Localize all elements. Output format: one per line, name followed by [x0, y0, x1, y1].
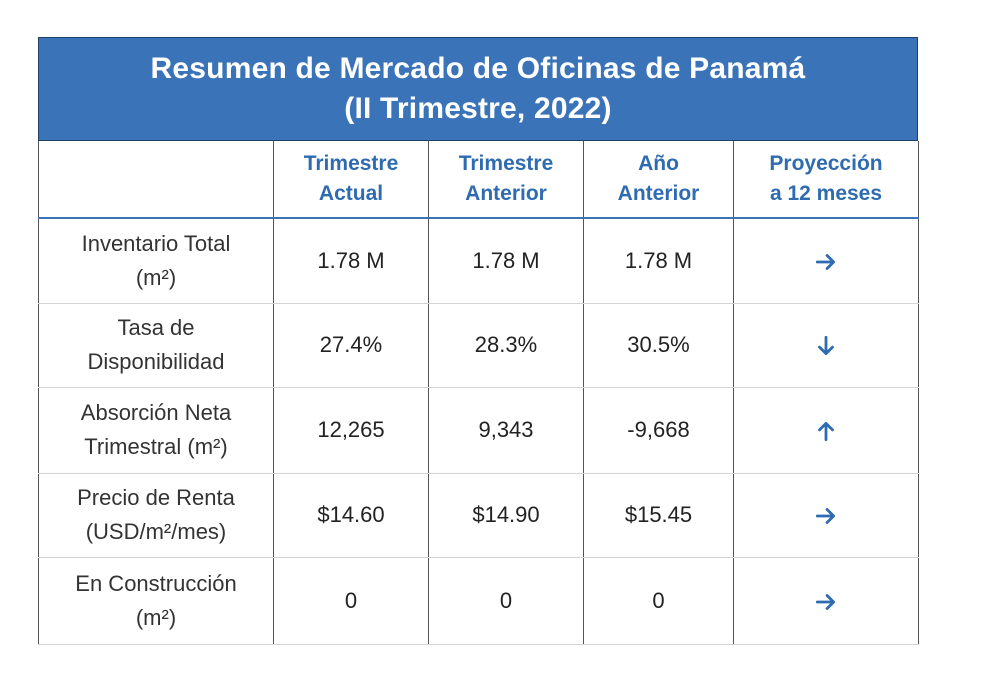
header-previous-quarter-line2: Anterior — [465, 182, 547, 205]
row-label-line1: En Construcción — [75, 570, 237, 596]
arrow-right-icon — [813, 589, 839, 615]
row-label-line1: Absorción Neta — [80, 400, 232, 425]
title-line-1: Resumen de Mercado de Oficinas de Panamá — [150, 52, 806, 85]
row-label: En Construcción (m²) — [38, 557, 274, 645]
header-previous-year-line1: Año — [638, 152, 679, 175]
row-label: Absorción Neta Trimestral (m²) — [38, 387, 274, 474]
table-row: Precio de Renta (USD/m²/mes) $14.60 $14.… — [38, 473, 919, 558]
row-label-line2: (USD/m²/mes) — [85, 519, 227, 544]
arrow-right-icon — [813, 503, 839, 529]
row-label: Precio de Renta (USD/m²/mes) — [38, 473, 274, 558]
header-previous-year: Año Anterior — [583, 141, 734, 219]
row-label: Inventario Total (m²) — [38, 218, 274, 304]
projection-cell — [733, 303, 919, 388]
table-row: En Construcción (m²) 0 0 0 — [38, 557, 919, 645]
header-previous-quarter: Trimestre Anterior — [428, 141, 584, 219]
table-row: Absorción Neta Trimestral (m²) 12,265 9,… — [38, 387, 919, 474]
header-previous-year-line2: Anterior — [617, 182, 700, 205]
current-quarter-value: 27.4% — [273, 303, 429, 388]
arrow-up-icon — [813, 418, 839, 444]
previous-quarter-value: $14.90 — [428, 473, 584, 558]
header-current-quarter: Trimestre Actual — [273, 141, 429, 219]
header-projection-line1: Proyección — [769, 152, 883, 175]
projection-cell — [733, 473, 919, 558]
previous-quarter-value: 0 — [428, 557, 584, 645]
previous-year-value: $15.45 — [583, 473, 734, 558]
previous-quarter-value: 28.3% — [428, 303, 584, 388]
header-projection-line2: a 12 meses — [769, 182, 883, 205]
market-summary-table: Resumen de Mercado de Oficinas de Panamá… — [38, 37, 919, 645]
previous-quarter-value: 9,343 — [428, 387, 584, 474]
header-row: Trimestre Actual Trimestre Anterior Año … — [38, 141, 919, 219]
row-label-line1: Tasa de — [117, 315, 195, 340]
current-quarter-value: 0 — [273, 557, 429, 645]
header-projection: Proyección a 12 meses — [733, 141, 919, 219]
row-label-line2: (m²) — [135, 604, 177, 630]
header-current-quarter-line2: Actual — [318, 182, 384, 205]
current-quarter-value: 12,265 — [273, 387, 429, 474]
arrow-right-icon — [813, 249, 839, 275]
previous-quarter-value: 1.78 M — [428, 218, 584, 304]
row-label-line1: Precio de Renta — [77, 485, 235, 510]
current-quarter-value: $14.60 — [273, 473, 429, 558]
row-label-line2: Trimestral (m²) — [84, 434, 228, 459]
previous-year-value: 0 — [583, 557, 734, 645]
projection-cell — [733, 387, 919, 474]
projection-cell — [733, 557, 919, 645]
current-quarter-value: 1.78 M — [273, 218, 429, 304]
previous-year-value: 30.5% — [583, 303, 734, 388]
data-table: Trimestre Actual Trimestre Anterior Año … — [38, 141, 919, 645]
header-current-quarter-line1: Trimestre — [303, 152, 399, 175]
row-label-line2: (m²) — [135, 264, 177, 290]
table-title: Resumen de Mercado de Oficinas de Panamá… — [38, 37, 918, 141]
previous-year-value: -9,668 — [583, 387, 734, 474]
row-label-line1: Inventario Total — [81, 230, 231, 256]
title-line-2: (II Trimestre, 2022) — [344, 92, 612, 125]
table-row: Tasa de Disponibilidad 27.4% 28.3% 30.5% — [38, 303, 919, 388]
arrow-down-icon — [813, 333, 839, 359]
projection-cell — [733, 218, 919, 304]
header-empty — [38, 141, 274, 219]
row-label-line2: Disponibilidad — [87, 349, 225, 374]
table-row: Inventario Total (m²) 1.78 M 1.78 M 1.78… — [38, 218, 919, 304]
previous-year-value: 1.78 M — [583, 218, 734, 304]
row-label: Tasa de Disponibilidad — [38, 303, 274, 388]
header-previous-quarter-line1: Trimestre — [458, 152, 554, 175]
